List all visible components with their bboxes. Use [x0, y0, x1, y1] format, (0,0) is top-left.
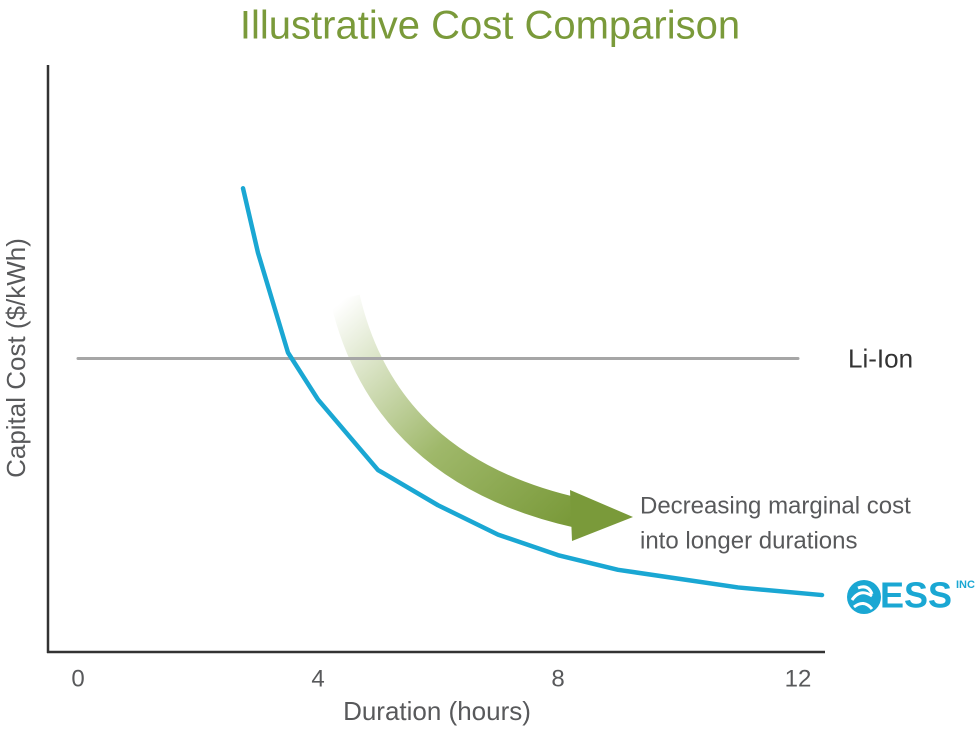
x-tick-label: 8: [551, 665, 564, 692]
chart-title: Illustrative Cost Comparison: [240, 4, 740, 48]
series-label: ESS: [880, 575, 952, 616]
annotation-line: into longer durations: [640, 527, 857, 554]
series-label: Li-Ion: [848, 343, 913, 373]
x-tick-label: 4: [311, 665, 324, 692]
annotation-arrowhead: [570, 490, 633, 541]
series-line: [240, 186, 825, 598]
x-tick-label: 12: [785, 665, 812, 692]
x-tick-label: 0: [71, 665, 84, 692]
annotation-line: Decreasing marginal cost: [640, 492, 911, 519]
ess-logo-icon: [847, 580, 881, 614]
annotation-arrow: [330, 294, 582, 528]
x-axis-label: Duration (hours): [343, 696, 531, 726]
series-label-suffix: INC: [956, 579, 975, 591]
y-axis-label: Capital Cost ($/kWh): [1, 238, 31, 478]
